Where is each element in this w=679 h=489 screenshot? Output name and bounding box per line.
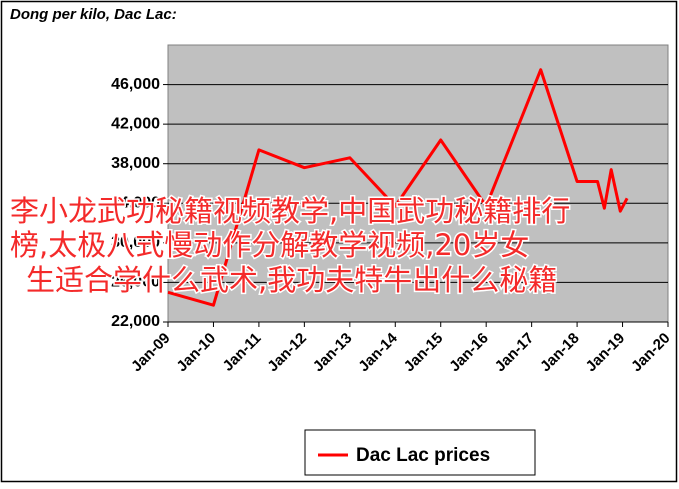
overlay-text: 生适合学什么武术,我功夫特牛出什么秘籍 xyxy=(26,263,557,297)
y-tick-label: 22,000 xyxy=(111,313,160,330)
y-tick-label: 38,000 xyxy=(111,155,160,172)
legend-label: Dac Lac prices xyxy=(356,445,490,466)
y-tick-label: 46,000 xyxy=(111,76,160,93)
chart-title: Dong per kilo, Dac Lac: xyxy=(10,6,177,23)
y-tick-label: 26,000 xyxy=(111,274,160,291)
y-tick-label: 42,000 xyxy=(111,115,160,132)
plot-area xyxy=(167,44,669,323)
overlay-text: 李小龙武功秘籍视频教学,中国武功秘籍排行 xyxy=(10,194,570,228)
y-tick-label: 34,000 xyxy=(111,195,160,212)
y-tick-label: 30,000 xyxy=(111,234,160,251)
legend-box xyxy=(304,429,536,476)
data-line xyxy=(167,68,629,307)
overlay-text: 榜,太极八式慢动作分解教学视频,20岁女 xyxy=(10,228,529,262)
